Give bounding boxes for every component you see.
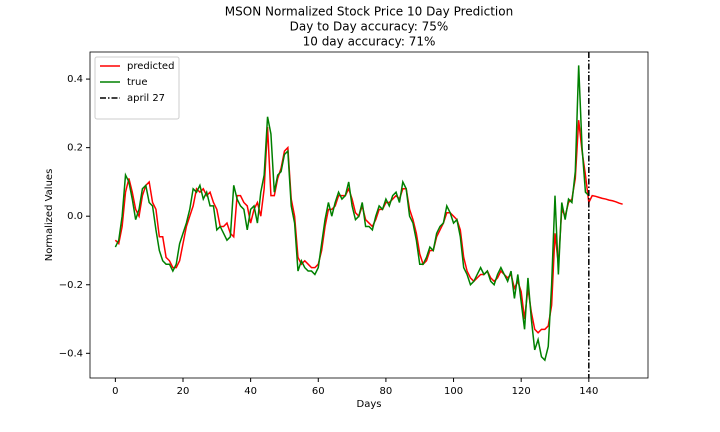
chart-subtitle: Day to Day accuracy: 75% [290,20,449,34]
series-line [114,65,590,362]
x-axis-label: Days [357,399,382,410]
y-tick-label: 0.4 [67,74,83,85]
legend-box [94,56,180,120]
x-tick-label: 40 [244,386,257,397]
chart-title: MSON Normalized Stock Price 10 Day Predi… [225,5,513,19]
x-tick-label: 140 [579,386,598,397]
y-tick-label: −0.2 [59,280,83,291]
plot-frame [89,51,649,379]
legend-label: predicted [127,61,174,72]
x-tick-label: 80 [380,386,393,397]
y-axis-label: Normalized Values [44,169,55,262]
legend-label: true [127,77,148,88]
y-tick-label: 0.0 [67,211,83,222]
y-tick-label: −0.4 [59,348,83,359]
legend-label: april 27 [127,93,165,104]
x-tick-label: 120 [512,386,531,397]
series-line [114,120,623,334]
y-tick-label: 0.2 [67,143,83,154]
chart-subtitle: 10 day accuracy: 71% [303,35,436,49]
x-tick-label: 60 [312,386,325,397]
x-tick-label: 100 [444,386,463,397]
x-tick-label: 20 [177,386,190,397]
x-tick-label: 0 [112,386,118,397]
